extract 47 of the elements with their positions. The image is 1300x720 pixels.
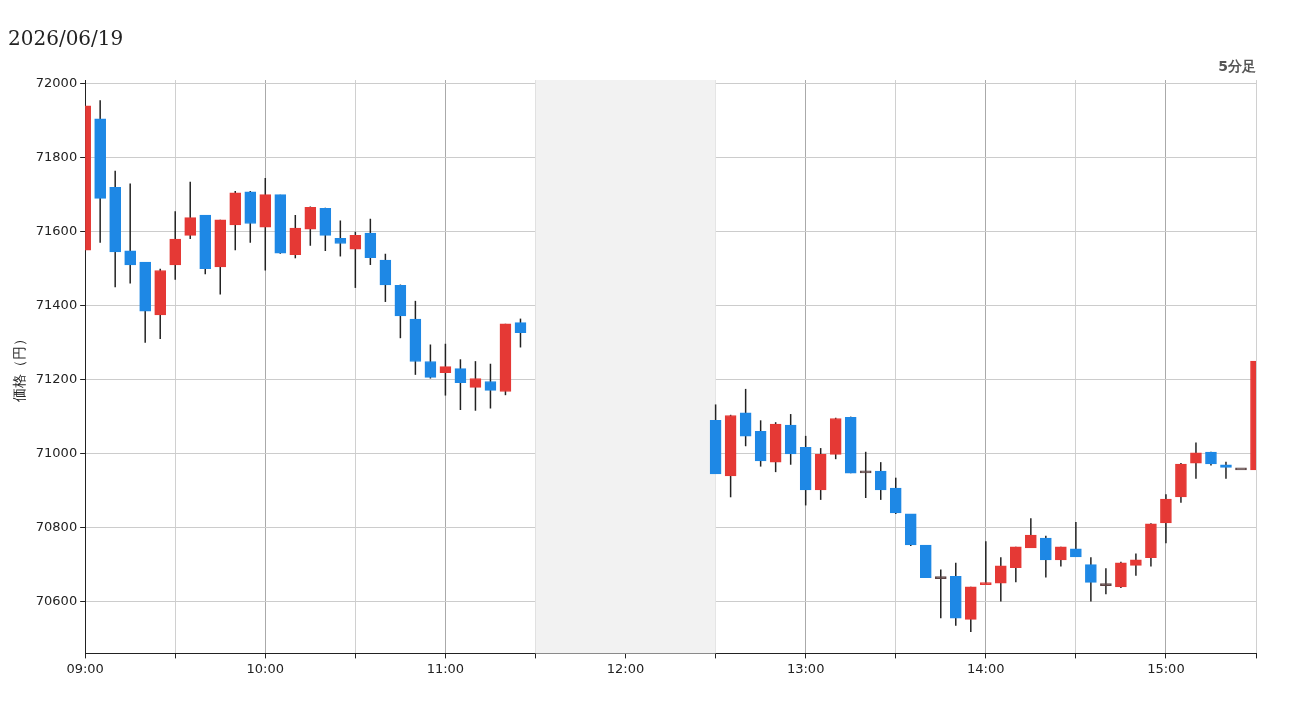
x-tick-label: 10:00 [246,660,285,676]
candlestick [1130,552,1142,577]
y-tick-label: 70600 [35,592,78,608]
y-tick-label: 71800 [35,149,78,165]
x-tick-label: 09:00 [66,660,104,676]
text: 5分足 [1218,57,1256,74]
candlestick [469,360,482,412]
candlestick [1085,556,1097,603]
candlestick [454,358,467,411]
x-tick-label: 11:00 [426,660,465,676]
candlestick [1115,560,1127,589]
y-axis-title: 価格（円） [11,331,28,402]
candlestick [889,476,902,515]
candlestick [184,180,197,240]
candlestick [364,217,377,266]
candlestick [484,362,497,410]
candlestick [1160,493,1172,544]
candlestick [739,388,752,447]
candlestick [994,556,1007,603]
candlestick [874,461,887,501]
y-tick-label: 70800 [35,519,78,534]
candlestick [1190,441,1202,480]
x-tick-label: 15:00 [1147,660,1185,676]
y-tick-label: 72000 [35,75,78,91]
candlestick [1025,517,1037,549]
candlestick [1100,567,1112,595]
candlestick [424,343,437,380]
candlestick [334,219,347,258]
candlestick [979,540,992,586]
candlestick [439,343,452,397]
y-tick-label: 71600 [35,223,78,239]
x-tick-label: 14:00 [967,660,1005,676]
candlestick [1040,535,1052,579]
candlestick [304,205,317,247]
candlestick [934,568,947,620]
y-tick-label: 71000 [35,445,78,461]
candlestick [349,230,362,289]
candlestick [1010,546,1022,584]
candlestick [1070,521,1082,558]
candlestick [379,253,392,303]
y-tick-label: 71200 [35,371,78,387]
chart-title: 2026/06/19 [8,26,124,51]
x-tick-label: 13:00 [786,660,825,676]
candlestick [514,317,527,349]
y-tick-label: 71400 [35,297,78,313]
x-tick-label: 12:00 [606,660,645,676]
candlestick [124,182,137,285]
